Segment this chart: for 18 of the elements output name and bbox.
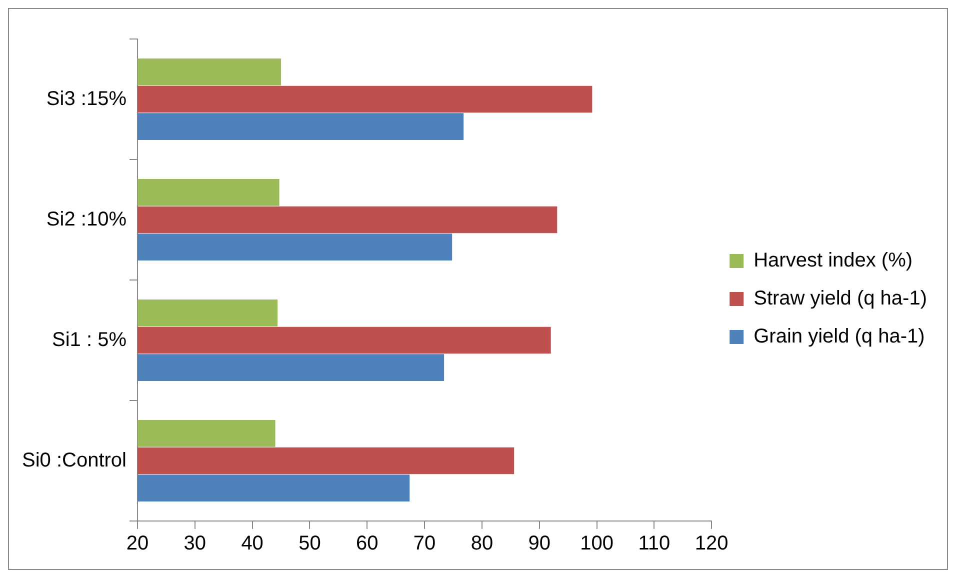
y-tick-label: Si0 :Control xyxy=(22,449,126,472)
x-tick-label: 60 xyxy=(356,532,378,555)
x-tick-label: 30 xyxy=(184,532,206,555)
x-tick-label: 50 xyxy=(298,532,321,555)
legend-label: Harvest index (%) xyxy=(754,250,913,272)
x-tick-label: 120 xyxy=(694,532,728,555)
x-tick-label: 100 xyxy=(580,532,614,555)
legend-label: Grain yield (q ha-1) xyxy=(754,326,925,348)
x-tick-label: 90 xyxy=(528,532,550,555)
x-tick-label: 110 xyxy=(638,532,670,555)
y-tick-label: Si3 :15% xyxy=(46,88,127,110)
x-tick-label: 40 xyxy=(241,532,264,555)
y-tick-label: Si2 :10% xyxy=(46,208,127,230)
x-tick-label: 70 xyxy=(413,532,436,555)
legend-label: Straw yield (q ha-1) xyxy=(754,288,928,310)
x-tick-label: 80 xyxy=(470,532,494,555)
y-tick-label: Si1 : 5% xyxy=(52,328,127,351)
x-tick-label: 20 xyxy=(126,532,149,555)
